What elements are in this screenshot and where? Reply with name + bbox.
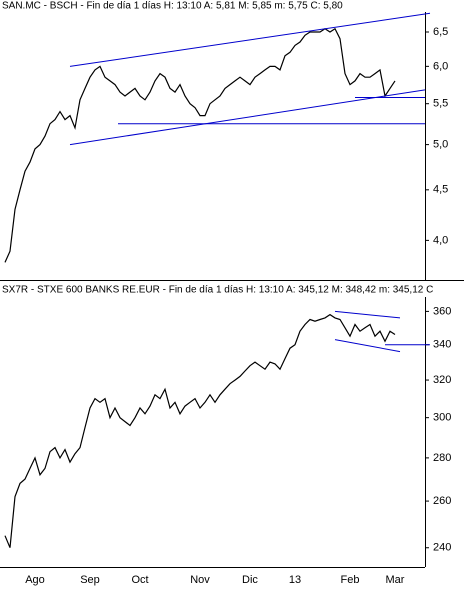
- trend-line: [334, 310, 401, 319]
- x-tick-label: Ago: [25, 574, 45, 586]
- x-tick-label: Dic: [242, 574, 258, 586]
- y-tick-label: 260: [433, 495, 451, 507]
- price-line: [4, 313, 396, 548]
- y-tick-label: 360: [433, 305, 451, 317]
- x-tick-label: 13: [289, 574, 301, 586]
- trend-line: [69, 89, 426, 146]
- x-tick-label: Sep: [80, 574, 100, 586]
- y-tick-label: 300: [433, 412, 451, 424]
- y-tick-label: 320: [433, 374, 451, 386]
- y-tick-label: 5,5: [433, 98, 448, 110]
- y-tick-label: 280: [433, 452, 451, 464]
- x-tick-label: Feb: [341, 574, 360, 586]
- trend-line: [69, 12, 431, 67]
- y-tick-label: 5,0: [433, 139, 448, 151]
- y-tick-label: 6,0: [433, 60, 448, 72]
- panel-title: SAN.MC - BSCH - Fin de día 1 días H: 13:…: [2, 1, 343, 12]
- y-tick-label: 4,0: [433, 234, 448, 246]
- x-tick-label: Mar: [386, 574, 405, 586]
- x-tick-label: Oct: [131, 574, 148, 586]
- y-tick-label: 4,5: [433, 184, 448, 196]
- panel-title: SX7R - STXE 600 BANKS RE.EUR - Fin de dí…: [2, 285, 433, 296]
- price-line: [4, 27, 396, 263]
- y-tick-label: 340: [433, 339, 451, 351]
- x-tick-label: Nov: [190, 574, 210, 586]
- y-tick-label: 6,5: [433, 26, 448, 38]
- y-tick-label: 240: [433, 542, 451, 554]
- trend-line: [334, 339, 401, 353]
